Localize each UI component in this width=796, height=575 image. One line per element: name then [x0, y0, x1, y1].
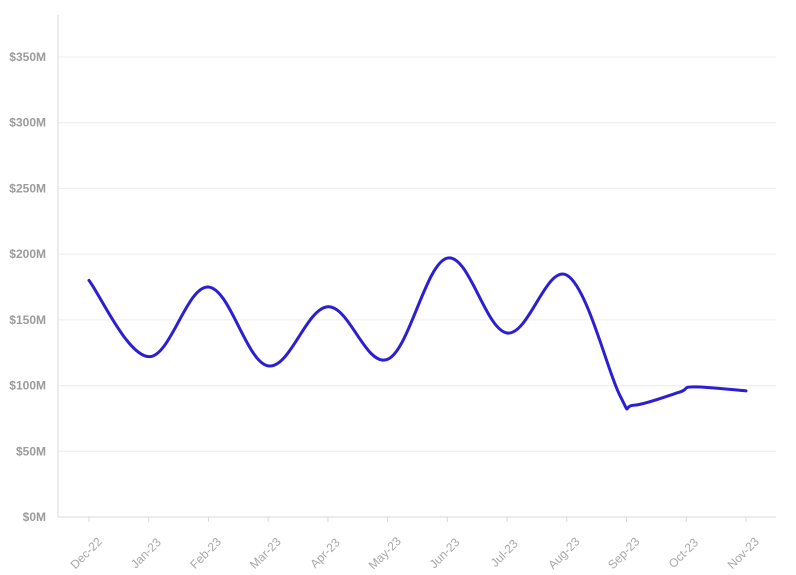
x-tick-label: Sep-23: [605, 534, 642, 571]
x-tick-label: Apr-23: [307, 535, 343, 571]
x-tick-label: May-23: [366, 534, 404, 572]
y-tick-label: $250M: [9, 181, 46, 195]
x-tick-label: Jun-23: [427, 535, 463, 571]
x-tick-label: Jul-23: [488, 536, 521, 569]
x-tick-label: Jan-23: [128, 535, 164, 571]
x-tick-label: Nov-23: [725, 534, 762, 571]
x-tick-label: Feb-23: [187, 535, 224, 572]
x-tick-label: Oct-23: [666, 535, 702, 571]
y-tick-label: $50M: [16, 444, 46, 458]
y-tick-label: $0M: [23, 510, 46, 524]
y-tick-label: $350M: [9, 50, 46, 64]
y-tick-label: $100M: [9, 379, 46, 393]
x-tick-label: Mar-23: [247, 535, 284, 572]
x-tick-label: Dec-22: [68, 534, 105, 571]
axis-layer: [57, 15, 776, 522]
label-layer: $0M $50M $100M $150M $200M $250M $300M $350M Dec…: [9, 50, 762, 572]
x-tick-label: Aug-23: [545, 534, 582, 571]
series-line: [87, 256, 748, 411]
y-tick-label: $150M: [9, 313, 46, 327]
grid-layer: [58, 56, 776, 518]
series-layer: [87, 256, 748, 411]
y-tick-label: $300M: [9, 116, 46, 130]
y-tick-label: $200M: [9, 247, 46, 261]
